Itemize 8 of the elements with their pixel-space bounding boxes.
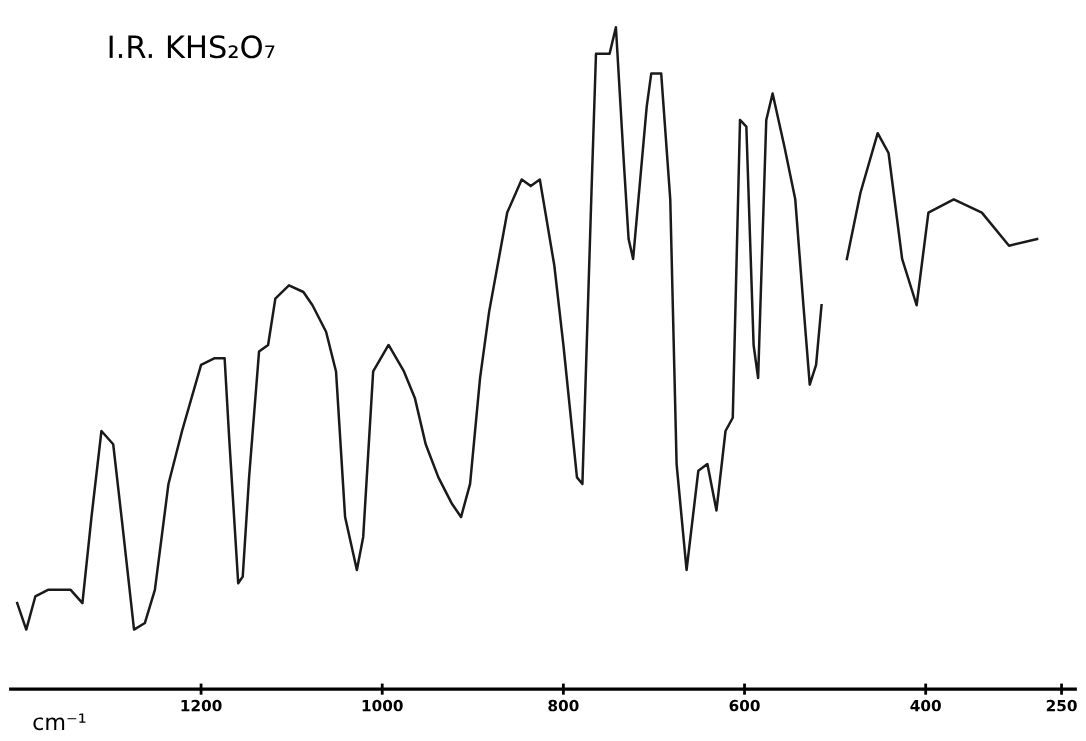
x-tick-label: 800 bbox=[548, 699, 579, 712]
x-tick-label: 600 bbox=[729, 699, 760, 712]
x-tick-label: 1200 bbox=[181, 699, 222, 712]
x-axis-title: cm⁻¹ bbox=[33, 713, 86, 731]
x-tick-label: 250 bbox=[1046, 699, 1077, 712]
x-tick-label: 1000 bbox=[362, 699, 403, 712]
chart-title: I.R. KHS₂O₇ bbox=[109, 35, 275, 59]
x-tick-label: 400 bbox=[910, 699, 941, 712]
